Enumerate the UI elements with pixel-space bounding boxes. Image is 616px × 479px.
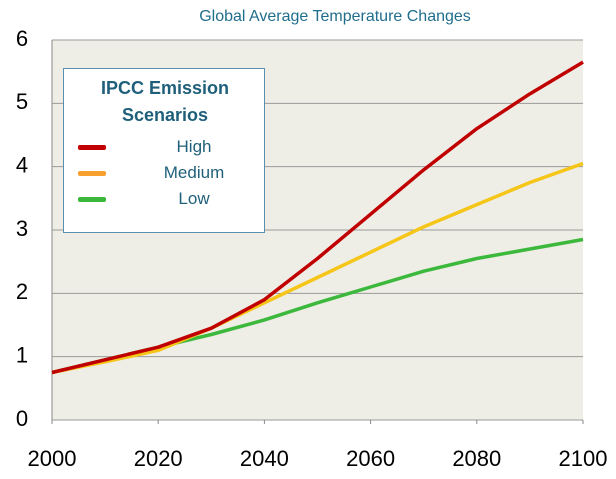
- legend-title: IPCC Emission Scenarios: [100, 78, 230, 125]
- legend-swatch: [78, 171, 106, 176]
- legend-label: Low: [178, 189, 210, 208]
- chart-title: Global Average Temperature Changes: [199, 8, 471, 25]
- legend-entry: Medium: [64, 161, 264, 185]
- y-tick-label: 2: [16, 279, 28, 304]
- y-tick-label: 3: [16, 216, 28, 241]
- legend-swatch: [78, 145, 106, 150]
- legend-label: High: [176, 137, 212, 156]
- legend: IPCC Emission Scenarios High Medium Low: [63, 68, 265, 233]
- y-tick-label: 5: [16, 89, 28, 114]
- x-tick-label: 2000: [28, 446, 77, 471]
- y-tick-label: 6: [16, 26, 28, 51]
- y-tick-label: 0: [16, 406, 28, 431]
- series-line: [51, 60, 584, 375]
- legend-entry: Low: [64, 187, 264, 211]
- y-tick-label: 1: [16, 342, 28, 367]
- x-tick-label: 2060: [346, 446, 395, 471]
- y-tick-label: 4: [16, 152, 28, 177]
- legend-swatch: [78, 197, 106, 202]
- legend-label: Medium: [163, 163, 225, 182]
- x-tick-label: 2100: [559, 446, 608, 471]
- series-line: [51, 161, 584, 375]
- x-tick-label: 2040: [240, 446, 289, 471]
- legend-entry: High: [64, 135, 264, 159]
- x-tick-label: 2080: [452, 446, 501, 471]
- x-tick-label: 2020: [134, 446, 183, 471]
